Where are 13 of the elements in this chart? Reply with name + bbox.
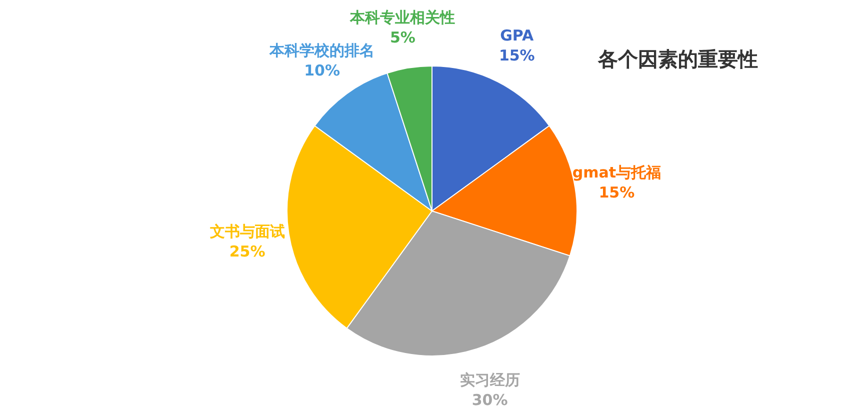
data-label: 25%: [229, 242, 266, 260]
slice-label: 本科学校的排名: [268, 42, 375, 60]
data-label: 15%: [598, 184, 635, 202]
slice-label: 实习经历: [460, 370, 520, 389]
data-label: 15%: [498, 46, 535, 64]
slice-label: gmat与托福: [572, 164, 662, 182]
slice-label: GPA: [500, 26, 534, 44]
text: 各个因素的重要性: [598, 46, 758, 73]
slice-label: 本科专业相关性: [349, 8, 456, 26]
data-label: 10%: [304, 62, 340, 80]
data-label: 30%: [472, 390, 508, 406]
slice-label: 文书与面试: [208, 222, 285, 240]
data-label: 5%: [390, 28, 416, 46]
